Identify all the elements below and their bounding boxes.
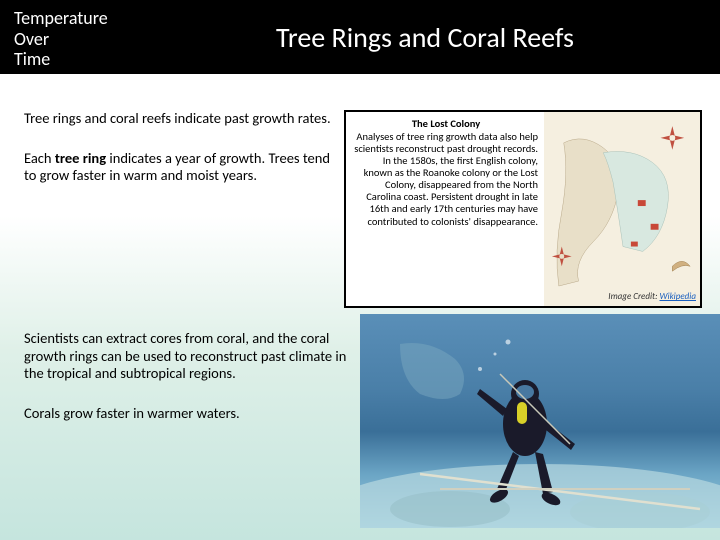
content-area: Tree rings and coral reefs indicate past…	[0, 74, 720, 185]
section-line1: Temperature	[14, 7, 108, 29]
credit-link[interactable]: Wikipedia	[660, 291, 696, 302]
paragraph-4: Corals grow faster in warmer waters.	[24, 405, 348, 423]
header-bar: Temperature Over Time Tree Rings and Cor…	[0, 0, 720, 74]
callout-map: Image Credit: Wikipedia	[544, 112, 700, 306]
lower-text: Scientists can extract cores from coral,…	[24, 330, 348, 445]
left-column: Tree rings and coral reefs indicate past…	[24, 110, 334, 185]
callout-body: Analyses of tree ring growth data also h…	[354, 130, 538, 227]
paragraph-3: Scientists can extract cores from coral,…	[24, 330, 348, 383]
credit-prefix: Image Credit:	[608, 291, 659, 302]
slide-title: Tree Rings and Coral Reefs	[130, 0, 720, 74]
callout-title: The Lost Colony	[354, 118, 538, 130]
underwater-illustration	[360, 314, 720, 528]
paragraph-1: Tree rings and coral reefs indicate past…	[24, 110, 334, 128]
section-line3: Time	[14, 48, 50, 70]
section-label: Temperature Over Time	[0, 0, 130, 74]
callout-text: The Lost Colony Analyses of tree ring gr…	[346, 112, 544, 306]
image-credit: Image Credit: Wikipedia	[608, 291, 696, 302]
paragraph-2: Each tree ring indicates a year of growt…	[24, 150, 334, 185]
map-illustration	[544, 112, 700, 306]
para2-prefix: Each	[24, 149, 55, 167]
callout-box: The Lost Colony Analyses of tree ring gr…	[344, 110, 702, 308]
diver-photo	[360, 314, 720, 528]
para2-bold: tree ring	[55, 149, 106, 167]
section-line2: Over	[14, 28, 49, 50]
